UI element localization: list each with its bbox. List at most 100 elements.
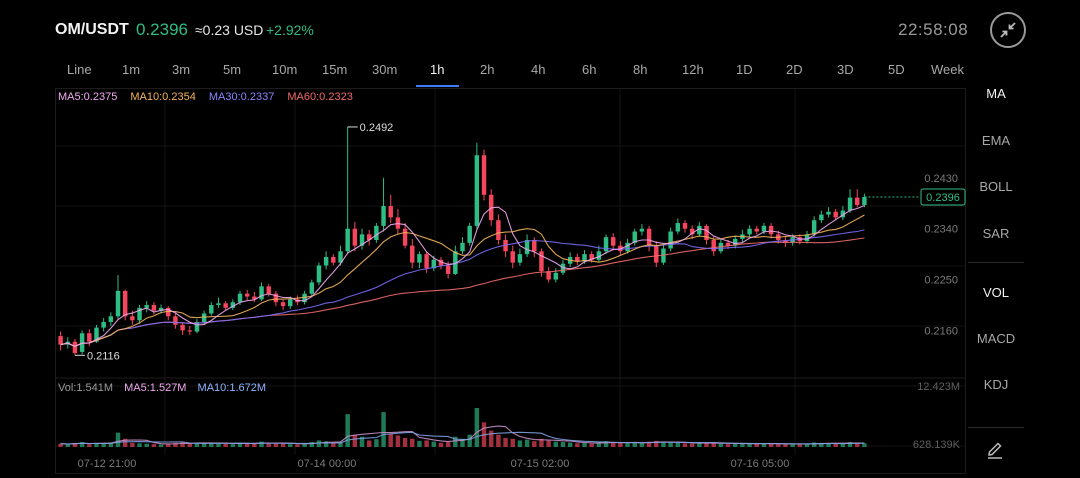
volume-bar (740, 443, 745, 447)
candle-body (438, 259, 444, 266)
volume-bar (359, 436, 365, 447)
candle-body (331, 256, 336, 263)
candle-body (811, 220, 817, 235)
volume-bar (345, 414, 350, 447)
ma10-value: MA10:0.2354 (130, 91, 196, 103)
volume-bar (402, 437, 408, 447)
tab-3d[interactable]: 3D (837, 62, 854, 77)
volume-bar (108, 442, 114, 447)
candle-body (230, 302, 236, 308)
volume-bar (618, 442, 623, 447)
volume-bar (783, 444, 788, 447)
tab-10m[interactable]: 10m (272, 62, 298, 77)
volume-bar (115, 432, 121, 447)
draw-tool-icon[interactable] (985, 440, 1005, 460)
collapse-icon (1000, 22, 1016, 38)
y-tick-label: 0.2160 (924, 325, 958, 337)
volume-bar (79, 442, 85, 447)
volume-bar (431, 441, 437, 447)
volume-bar (237, 442, 243, 447)
indicator-ma[interactable]: MA (986, 86, 1006, 101)
tab-week[interactable]: Week (931, 62, 964, 77)
candle-body (410, 245, 415, 263)
candle-body (575, 256, 580, 262)
indicator-boll[interactable]: BOLL (979, 179, 1013, 194)
tab-12h[interactable]: 12h (682, 62, 704, 77)
tab-2h[interactable]: 2h (480, 62, 495, 77)
volume-bar (639, 442, 645, 447)
volume-bar (539, 438, 544, 447)
indicator-ema[interactable]: EMA (981, 133, 1011, 148)
volume-bar (302, 443, 307, 447)
volume-bar (395, 435, 401, 447)
vol-tick-label: 628.139K (913, 439, 961, 451)
tab-30m[interactable]: 30m (372, 62, 398, 77)
indicator-divider (968, 262, 1024, 263)
last-price: 0.2396 (136, 20, 188, 39)
volume-bar (632, 442, 637, 447)
volume-bar (445, 442, 451, 447)
tab-2d[interactable]: 2D (786, 62, 803, 77)
volume-bar (288, 444, 293, 447)
volume-bar (323, 441, 329, 447)
volume-bar (768, 443, 774, 447)
tab-1h[interactable]: 1h (430, 62, 445, 77)
tab-6h[interactable]: 6h (582, 62, 597, 77)
tab-1m[interactable]: 1m (122, 62, 141, 77)
volume-bar (273, 442, 279, 447)
indicator-kdj[interactable]: KDJ (983, 377, 1009, 392)
candle-body (359, 234, 365, 246)
tab-5d[interactable]: 5D (888, 62, 905, 77)
x-tick-label: 07-14 00:00 (298, 458, 357, 470)
volume-bar (819, 442, 824, 447)
tab-5m[interactable]: 5m (223, 62, 242, 77)
volume-bar (130, 442, 135, 447)
candle-body (646, 228, 652, 246)
tab-line[interactable]: Line (67, 62, 92, 77)
trading-pair[interactable]: OM/USDT (55, 21, 129, 38)
volume-bar (532, 441, 537, 447)
candle-body (431, 259, 437, 269)
volume-bar (201, 443, 207, 447)
candle-body (474, 155, 480, 226)
candle-body (532, 240, 537, 252)
volume-bar (410, 438, 415, 447)
candle-body (388, 206, 393, 218)
volume-bar (804, 443, 810, 447)
indicator-vol[interactable]: VOL (982, 285, 1009, 300)
candle-body (610, 237, 616, 246)
volume-bar (474, 407, 480, 447)
candle-body (546, 271, 551, 280)
tab-4h[interactable]: 4h (531, 62, 546, 77)
candle-body (625, 242, 630, 252)
volume-bar (754, 444, 759, 447)
volume-bar (158, 444, 164, 447)
tab-1d[interactable]: 1D (736, 62, 753, 77)
tab-3m[interactable]: 3m (172, 62, 191, 77)
candle-body (582, 254, 587, 262)
price-change: +2.92% (266, 22, 314, 38)
volume-bar (438, 442, 444, 447)
tab-8h[interactable]: 8h (633, 62, 648, 77)
candle-body (639, 228, 645, 232)
volume-bar (826, 443, 831, 447)
indicator-sar[interactable]: SAR (982, 226, 1010, 241)
candle-body (445, 265, 451, 274)
candle-body (481, 155, 487, 195)
candle-body (467, 225, 472, 243)
candle-body (194, 321, 200, 332)
candle-body (158, 307, 164, 311)
x-tick-label: 07-15 02:00 (511, 458, 570, 470)
candle-body (352, 228, 358, 246)
candle-body (209, 305, 214, 314)
candle-body (79, 333, 85, 352)
tab-15m[interactable]: 15m (322, 62, 348, 77)
chart-frame[interactable] (55, 88, 966, 474)
high-price-label: 0.2492 (360, 122, 394, 134)
collapse-fullscreen-button[interactable] (990, 12, 1026, 48)
indicator-macd[interactable]: MACD (976, 331, 1016, 346)
candle-body (273, 293, 279, 303)
ma5-value: MA5:0.2375 (58, 91, 118, 103)
candle-body (108, 316, 114, 322)
